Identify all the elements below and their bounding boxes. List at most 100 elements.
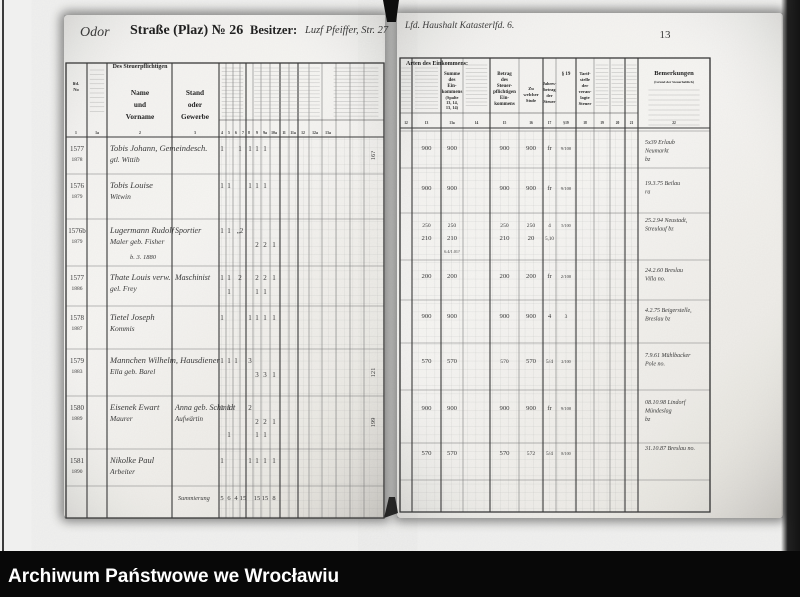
svg-text:250: 250	[500, 223, 509, 229]
svg-text:Summe: Summe	[444, 72, 461, 77]
svg-text:18: 18	[583, 121, 587, 125]
svg-text:1: 1	[255, 314, 259, 322]
svg-text:Witwin: Witwin	[110, 192, 131, 201]
svg-text:5: 5	[220, 495, 223, 502]
svg-text:1578: 1578	[70, 314, 85, 322]
svg-text:900: 900	[499, 145, 510, 152]
svg-text:1577: 1577	[70, 274, 85, 282]
svg-text:Odor: Odor	[80, 25, 110, 40]
svg-text:572: 572	[527, 451, 536, 457]
svg-text:900: 900	[447, 145, 458, 152]
svg-text:5/4: 5/4	[546, 359, 553, 365]
svg-text:1576: 1576	[70, 182, 85, 190]
svg-text:13, 14): 13, 14)	[446, 105, 459, 110]
svg-text:12a: 12a	[312, 131, 318, 135]
svg-text:und: und	[134, 100, 146, 109]
svg-text:16: 16	[529, 121, 533, 125]
svg-text:veran-: veran-	[579, 89, 592, 94]
svg-text:10a: 10a	[271, 131, 277, 135]
svg-text:1580: 1580	[70, 404, 85, 412]
svg-text:5: 5	[228, 131, 230, 135]
svg-text:900: 900	[421, 313, 432, 320]
svg-text:1: 1	[255, 457, 259, 465]
svg-text:des: des	[501, 78, 508, 83]
svg-text:Tobis Johann, Gemeindesch.: Tobis Johann, Gemeindesch.	[110, 143, 207, 153]
svg-text:Nikolke Paul: Nikolke Paul	[109, 455, 155, 465]
svg-text:210: 210	[421, 235, 432, 242]
svg-text:12: 12	[404, 121, 408, 125]
svg-text:17: 17	[548, 121, 552, 125]
svg-text:Ein-: Ein-	[500, 96, 510, 101]
svg-text:Des Steuerpflichtigen: Des Steuerpflichtigen	[113, 64, 168, 70]
svg-text:1878: 1878	[72, 157, 83, 163]
svg-text:oder: oder	[188, 100, 203, 109]
svg-text:1581: 1581	[70, 457, 85, 465]
svg-text:1: 1	[263, 314, 267, 322]
svg-text:11a: 11a	[290, 131, 296, 135]
svg-text:15: 15	[240, 495, 247, 502]
svg-text:9a: 9a	[263, 131, 267, 135]
svg-text:20: 20	[528, 235, 535, 242]
svg-text:4: 4	[221, 131, 223, 135]
svg-text:250: 250	[448, 223, 457, 229]
svg-text:2: 2	[263, 241, 267, 249]
svg-text:14: 14	[475, 121, 479, 125]
svg-text:b. 3. 1880: b. 3. 1880	[130, 254, 157, 261]
svg-text:der: der	[582, 83, 589, 88]
svg-text:Kommis: Kommis	[109, 324, 135, 333]
svg-text:900: 900	[421, 145, 432, 152]
svg-text:20: 20	[616, 121, 620, 125]
svg-text:12: 12	[301, 131, 305, 135]
svg-text:2: 2	[248, 404, 252, 412]
svg-text:9/100: 9/100	[561, 146, 572, 151]
svg-text:570: 570	[447, 450, 458, 457]
svg-text:570: 570	[499, 450, 510, 457]
svg-text:199: 199	[370, 418, 377, 428]
svg-text:bz: bz	[645, 157, 651, 163]
svg-text:1: 1	[263, 145, 267, 153]
svg-text:08.10.98 Lindorf: 08.10.98 Lindorf	[645, 399, 687, 406]
svg-text:2/100: 2/100	[561, 274, 572, 279]
svg-text:24.2.60 Breslau: 24.2.60 Breslau	[645, 267, 683, 274]
svg-text:1: 1	[220, 182, 224, 190]
svg-text:stelle: stelle	[580, 77, 590, 82]
svg-text:210: 210	[499, 235, 510, 242]
svg-text:lagte: lagte	[580, 95, 589, 100]
svg-text:1: 1	[248, 182, 252, 190]
svg-text:Lfd. Haushalt Katasterlfd. 6.: Lfd. Haushalt Katasterlfd. 6.	[404, 20, 514, 31]
svg-text:1: 1	[272, 457, 276, 465]
svg-text:§19: §19	[563, 121, 569, 125]
svg-text:fr: fr	[547, 145, 552, 152]
svg-text:13a: 13a	[325, 131, 331, 135]
svg-text:1: 1	[248, 314, 252, 322]
svg-text:900: 900	[499, 405, 510, 412]
svg-text:1: 1	[238, 145, 242, 153]
svg-text:1: 1	[227, 357, 231, 365]
svg-text:fr: fr	[547, 405, 552, 412]
svg-text:Stand: Stand	[186, 88, 204, 97]
svg-text:7.9.61 Mühlbacker: 7.9.61 Mühlbacker	[645, 353, 691, 359]
svg-text:1: 1	[263, 457, 267, 465]
svg-text:1879: 1879	[72, 194, 83, 200]
svg-text:900: 900	[447, 185, 458, 192]
svg-text:22: 22	[672, 121, 676, 125]
svg-text:900: 900	[499, 185, 510, 192]
svg-text:Thate Louis verw.: Thate Louis verw.	[110, 272, 171, 282]
svg-text:bz: bz	[645, 417, 651, 423]
svg-text:1887: 1887	[72, 326, 83, 332]
svg-text:8: 8	[272, 495, 275, 502]
svg-text:Zu: Zu	[528, 86, 534, 91]
svg-text:13a: 13a	[449, 121, 455, 125]
svg-text:5,10: 5,10	[545, 237, 554, 242]
svg-text:5/4: 5/4	[546, 451, 553, 457]
svg-text:1: 1	[220, 314, 224, 322]
svg-text:9: 9	[256, 131, 258, 135]
svg-text:fr: fr	[547, 185, 552, 192]
svg-text:Villa no.: Villa no.	[645, 277, 665, 283]
svg-text:1: 1	[255, 182, 259, 190]
svg-text:kommens: kommens	[494, 102, 515, 107]
svg-text:13: 13	[425, 121, 429, 125]
svg-text:900: 900	[526, 313, 537, 320]
svg-text:900: 900	[421, 185, 432, 192]
svg-text:Maschinist: Maschinist	[174, 273, 211, 282]
